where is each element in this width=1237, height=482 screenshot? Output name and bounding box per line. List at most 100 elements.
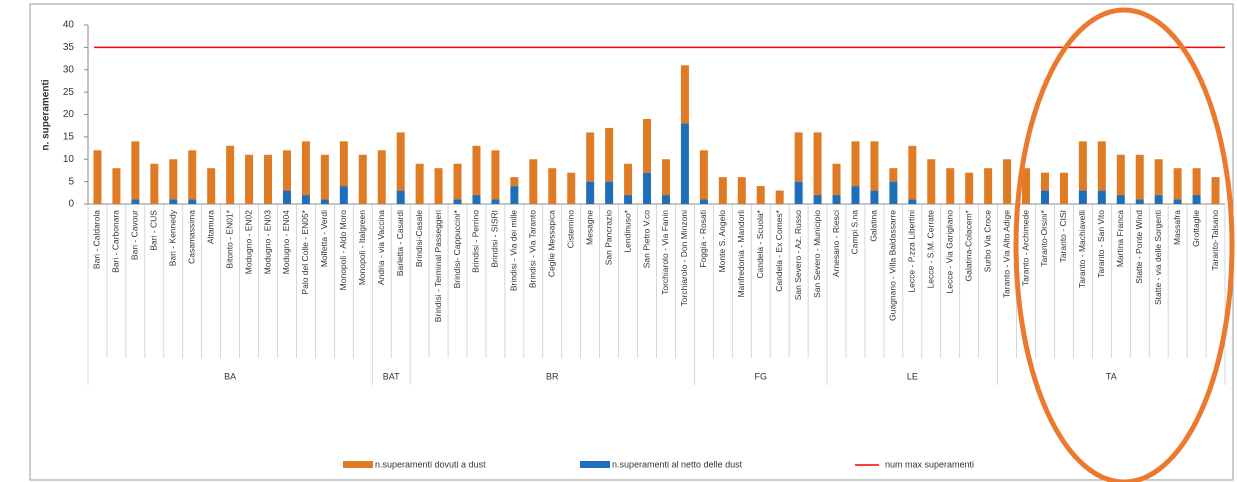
x-tick-label: Molfetta - Verdi: [319, 210, 329, 267]
x-tick-label: San Pietro V.co: [641, 210, 651, 269]
x-tick-label: Surbo Via Croce: [982, 210, 992, 272]
bar-segment: [775, 190, 784, 204]
bar-segment: [586, 181, 595, 204]
bar-segment: [131, 141, 140, 200]
bar-segment: [1192, 168, 1201, 196]
bar-segment: [813, 195, 822, 204]
x-tick-label: Taranto-Orsini*: [1039, 209, 1049, 266]
bar-segment: [586, 132, 595, 182]
bar-segment: [396, 132, 405, 191]
bar-segment: [1059, 172, 1068, 204]
x-tick-label: Modugno - EN03: [262, 210, 272, 275]
bar-segment: [794, 132, 803, 182]
x-tick-label: Taranto - San Vito: [1096, 210, 1106, 278]
x-tick-label: Bari - Kennedy: [168, 209, 178, 266]
bar-segment: [339, 186, 348, 204]
bar-segment: [150, 163, 159, 204]
bar-segment: [908, 199, 917, 204]
x-tick-label: Statte - Ponte Wind: [1134, 210, 1144, 284]
bar-segment: [605, 181, 614, 204]
bar-segment: [301, 195, 310, 204]
bar-segment: [264, 154, 273, 204]
bar-segment: [529, 159, 538, 204]
x-tick-label: Mesagne: [584, 210, 594, 245]
bar-segment: [794, 181, 803, 204]
bar-segment: [282, 190, 291, 204]
x-tick-label: Campi S.na: [850, 210, 860, 255]
x-tick-label: Bitonto - EN01*: [224, 209, 234, 268]
x-tick-label: Galatina: [869, 210, 879, 242]
bar-segment: [245, 154, 254, 204]
bar-segment: [472, 195, 481, 204]
bar-segment: [737, 177, 746, 204]
x-tick-label: Brindisi - Terminal Passeggeri: [433, 210, 443, 322]
bar-segment: [510, 186, 519, 204]
bar-segment: [188, 199, 197, 204]
x-tick-label: Taranto - Machiavelli: [1077, 210, 1087, 288]
bar-segment: [226, 145, 235, 204]
bar-segment: [1154, 195, 1163, 204]
bar-segment: [169, 159, 178, 200]
bar-segment: [1135, 199, 1144, 204]
x-tick-label: Ceglie Messapica: [547, 210, 557, 277]
bar-segment: [415, 163, 424, 204]
bar-segment: [1003, 159, 1012, 204]
legend-label: n.superamenti al netto delle dust: [612, 459, 743, 469]
bar-segment: [301, 141, 310, 196]
y-axis-label: n. superamenti: [41, 79, 52, 150]
group-label: BAT: [383, 371, 400, 381]
y-tick-label: 0: [68, 199, 74, 210]
x-tick-label: Cisternino: [565, 210, 575, 249]
bar-segment: [927, 159, 936, 204]
bar-segment: [188, 150, 197, 200]
bar-segment: [112, 168, 121, 204]
x-tick-label: Arnesano - Riesci: [831, 210, 841, 277]
x-tick-label: Monte S. Angelo: [717, 210, 727, 273]
bar-segment: [320, 154, 329, 200]
y-tick-label: 30: [63, 64, 75, 75]
x-tick-label: Grottaglie: [1191, 210, 1201, 247]
bar-segment: [548, 168, 557, 204]
x-tick-label: Torchiarolo - Via Fanin: [660, 210, 670, 295]
bar-segment: [491, 150, 500, 200]
bar-segment: [131, 199, 140, 204]
x-tick-label: Monopoli - Italgreen: [357, 210, 367, 285]
y-tick-label: 10: [63, 154, 75, 165]
highlight-ellipse: [1013, 7, 1235, 482]
x-tick-label: Brindisi - Via Taranto: [528, 210, 538, 288]
x-tick-label: Bari - CUS: [149, 210, 159, 251]
y-tick-label: 20: [63, 109, 75, 120]
x-tick-label: Torchiarolo - Don Minzoni: [679, 210, 689, 306]
bar-segment: [453, 199, 462, 204]
y-tick-label: 5: [68, 176, 74, 187]
x-tick-label: Brindisi- Cappuccini*: [452, 209, 462, 288]
group-label: LE: [907, 371, 918, 381]
x-tick-label: San Severo - Municipio: [812, 210, 822, 298]
bar-segment: [1211, 177, 1220, 204]
x-tick-label: Brindisi - Perrino: [471, 210, 481, 273]
bar-segment: [643, 118, 652, 173]
x-tick-label: Modugno - EN04: [281, 210, 291, 275]
x-tick-label: Lendinuso*: [622, 209, 632, 252]
bar-segment: [1078, 141, 1087, 191]
legend-swatch: [343, 461, 373, 468]
x-tick-label: Casamassima: [186, 210, 196, 264]
bar-segment: [889, 168, 898, 182]
bar-segment: [1040, 190, 1049, 204]
bar-segment: [624, 195, 633, 204]
bar-segment: [680, 123, 689, 204]
x-tick-label: Taranto-Talsano: [1210, 210, 1220, 271]
legend-label: n.superamenti dovuti a dust: [375, 459, 486, 469]
y-tick-label: 40: [63, 20, 75, 31]
bar-segment: [851, 186, 860, 204]
bar-segment: [1154, 159, 1163, 196]
bar-segment: [870, 190, 879, 204]
x-tick-label: Manfredonia - Mandorli: [736, 210, 746, 298]
bar-segment: [946, 168, 955, 204]
bar-segment: [453, 163, 462, 200]
bar-segment: [643, 172, 652, 204]
group-label: FG: [754, 371, 767, 381]
bar-segment: [756, 186, 765, 204]
x-tick-label: Bari - Carbonara: [111, 210, 121, 273]
x-tick-label: Taranto - CISI: [1058, 210, 1068, 262]
